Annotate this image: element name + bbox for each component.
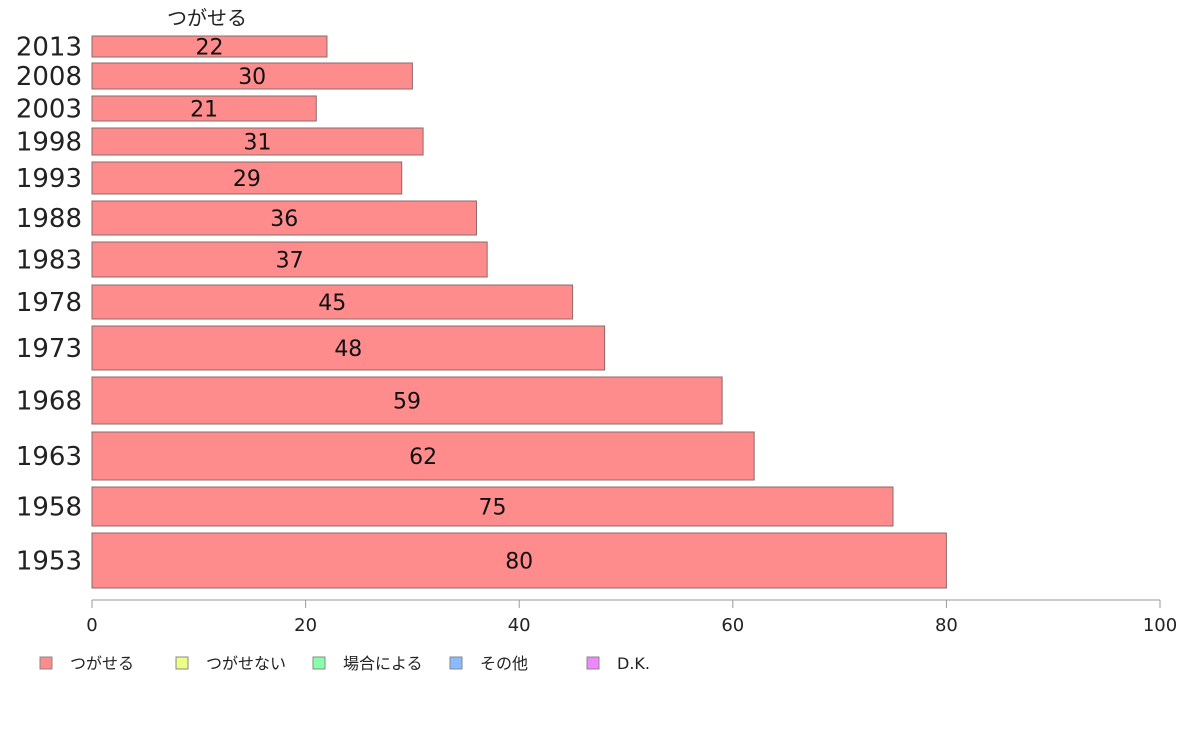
value-label-1978: 45 [318,291,346,316]
value-label-1993: 29 [233,167,261,192]
value-label-1983: 37 [276,249,304,274]
legend-swatch-3 [449,656,463,670]
value-label-2003: 21 [190,98,218,123]
legend-swatch-2 [312,656,326,670]
x-tick-label-100: 100 [1143,615,1177,636]
bar-1993 [91,161,403,195]
bar-1963 [91,431,755,481]
category-label-2008: 2008 [16,62,82,92]
bar-2013 [91,35,328,58]
value-label-1958: 75 [479,496,507,521]
category-label-1953: 1953 [16,547,82,577]
legend-label-0: つがせる [70,654,134,673]
bar-1958 [91,486,894,527]
bar-1998 [91,127,424,156]
category-label-2003: 2003 [16,95,82,125]
category-label-1983: 1983 [16,246,82,276]
category-label-1998: 1998 [16,128,82,158]
category-label-1963: 1963 [16,442,82,472]
bar-1953 [91,532,947,589]
value-label-1968: 59 [393,390,421,415]
category-label-1973: 1973 [16,334,82,364]
value-label-2013: 22 [195,36,223,61]
legend-label-3: その他 [480,654,528,673]
x-tick-label-40: 40 [508,615,531,636]
bar-1988 [91,200,477,236]
x-tick-label-20: 20 [294,615,317,636]
value-label-1953: 80 [505,550,533,575]
bar-2003 [91,95,317,122]
category-label-1978: 1978 [16,288,82,318]
value-label-1988: 36 [270,207,298,232]
category-label-1968: 1968 [16,387,82,417]
legend-label-4: D.K. [617,654,650,673]
bar-1973 [91,325,606,371]
legend: つがせる つがせない 場合による その他 D.K. [39,654,650,673]
x-axis: 0 20 40 60 80 100 [86,599,1177,636]
value-label-1998: 31 [244,131,272,156]
bar-1983 [91,241,488,278]
legend-swatch-0 [39,656,53,670]
category-label-2013: 2013 [16,33,82,63]
legend-swatch-1 [175,656,189,670]
legend-swatch-4 [586,656,600,670]
bar-2008 [91,62,413,90]
value-label-1963: 62 [409,445,437,470]
category-label-1958: 1958 [16,493,82,523]
category-label-1988: 1988 [16,204,82,234]
series-header: つがせる [167,6,247,30]
value-label-1973: 48 [334,337,362,362]
x-tick-label-60: 60 [721,615,744,636]
bar-1978 [91,284,574,320]
category-label-1993: 1993 [16,164,82,194]
x-tick-label-0: 0 [86,615,97,636]
bar-group: 2013 22 2008 30 2003 21 1998 31 1993 29 1988 36 1983… [16,33,947,589]
legend-label-2: 場合による [343,654,423,673]
value-label-2008: 30 [238,65,266,90]
x-tick-label-80: 80 [935,615,958,636]
legend-label-1: つがせない [206,654,286,673]
bar-1968 [91,376,723,425]
